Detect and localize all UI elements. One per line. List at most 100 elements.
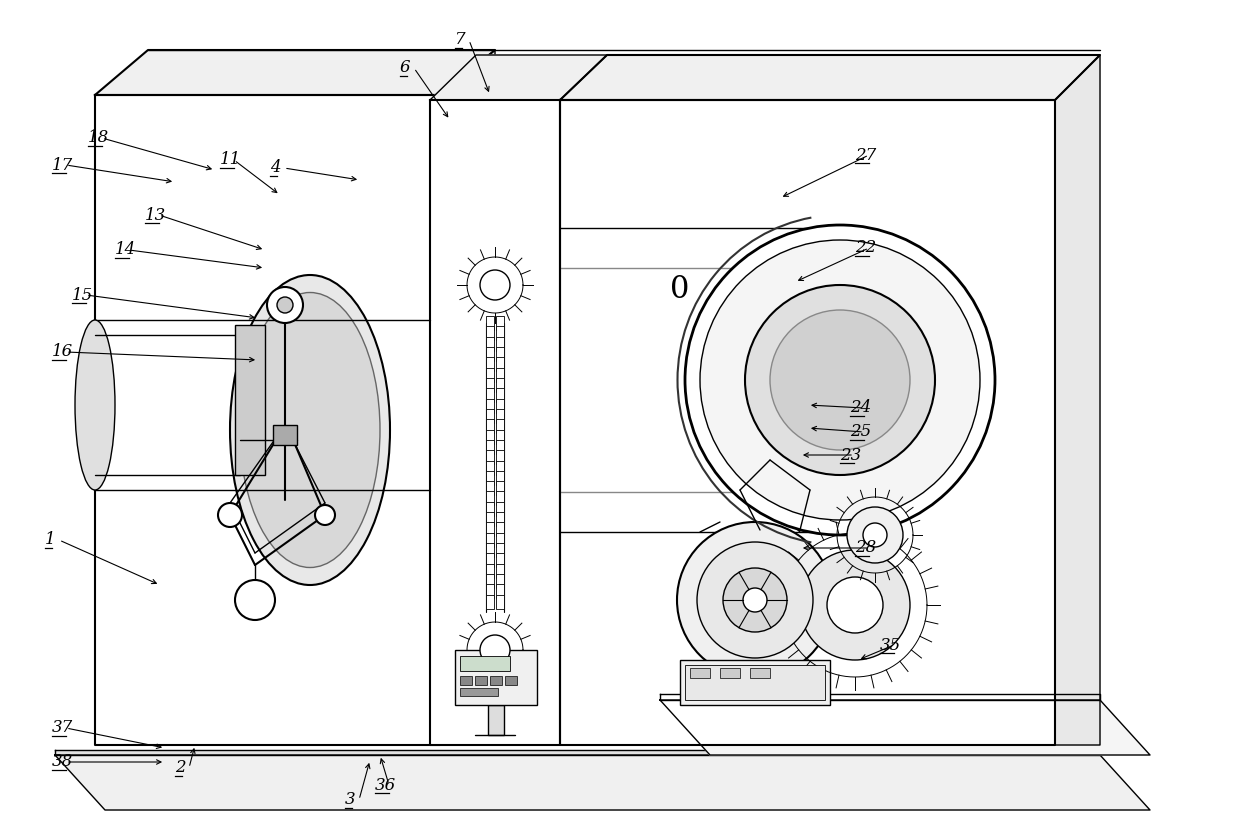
Bar [496, 450, 503, 464]
Bar [486, 481, 494, 495]
Bar [486, 429, 494, 443]
Circle shape [723, 568, 787, 632]
Bar [460, 676, 472, 685]
Bar [496, 460, 503, 474]
Bar [720, 668, 740, 678]
Polygon shape [660, 700, 1149, 755]
Circle shape [480, 270, 510, 300]
Bar [486, 554, 494, 568]
Text: 14: 14 [115, 241, 136, 259]
Bar [475, 676, 487, 685]
Bar [236, 325, 265, 475]
Circle shape [218, 503, 242, 527]
Bar [486, 471, 494, 485]
Bar [486, 357, 494, 372]
Bar [496, 481, 503, 495]
Polygon shape [560, 55, 1100, 100]
Bar [496, 471, 503, 485]
Bar [496, 512, 503, 526]
Bar [496, 574, 503, 588]
Bar [496, 419, 503, 433]
Circle shape [827, 577, 883, 633]
Circle shape [701, 240, 980, 520]
Bar [273, 425, 298, 445]
Polygon shape [95, 95, 440, 745]
Bar [486, 419, 494, 433]
Text: 15: 15 [72, 286, 93, 303]
Bar [486, 347, 494, 361]
Polygon shape [440, 50, 495, 745]
Bar [486, 460, 494, 474]
Text: 16: 16 [52, 343, 73, 361]
Circle shape [267, 287, 303, 323]
Bar [455, 650, 537, 705]
Text: 25: 25 [849, 423, 872, 441]
Bar [490, 676, 502, 685]
Text: 36: 36 [374, 777, 397, 793]
Bar [486, 316, 494, 330]
Polygon shape [1055, 55, 1100, 745]
Polygon shape [430, 100, 560, 745]
Polygon shape [660, 694, 1100, 700]
Circle shape [800, 550, 910, 660]
Bar [486, 523, 494, 536]
Bar [684, 665, 825, 700]
Bar [496, 347, 503, 361]
Bar [496, 398, 503, 412]
Text: 35: 35 [880, 636, 901, 654]
Bar [689, 668, 711, 678]
Text: 2: 2 [175, 760, 186, 777]
Bar [486, 574, 494, 588]
Bar [486, 367, 494, 382]
Text: 24: 24 [849, 399, 872, 417]
Bar [489, 705, 503, 735]
Circle shape [743, 588, 768, 612]
Bar [496, 523, 503, 536]
Circle shape [236, 580, 275, 620]
Bar [496, 492, 503, 505]
Bar [486, 326, 494, 341]
Text: 27: 27 [856, 146, 877, 164]
Circle shape [697, 542, 813, 658]
Bar [486, 388, 494, 402]
Text: 1: 1 [45, 532, 56, 549]
Polygon shape [55, 755, 1149, 810]
Bar [486, 502, 494, 516]
Bar [496, 409, 503, 423]
Bar [486, 450, 494, 464]
Text: 28: 28 [856, 539, 877, 556]
Ellipse shape [241, 292, 379, 568]
Text: 7: 7 [455, 32, 466, 48]
Polygon shape [95, 50, 495, 95]
Text: 17: 17 [52, 156, 73, 174]
Bar [496, 326, 503, 341]
Bar [486, 543, 494, 557]
Bar [486, 337, 494, 351]
Bar [496, 584, 503, 599]
Polygon shape [430, 55, 608, 100]
Text: 11: 11 [219, 151, 242, 169]
Bar [486, 533, 494, 547]
Circle shape [277, 297, 293, 313]
Text: 23: 23 [839, 447, 862, 463]
Circle shape [745, 285, 935, 475]
Bar [486, 512, 494, 526]
Bar [496, 337, 503, 351]
Circle shape [315, 505, 335, 525]
Bar [496, 367, 503, 382]
Bar [496, 388, 503, 402]
Bar [505, 676, 517, 685]
Polygon shape [55, 750, 1100, 755]
Bar [496, 316, 503, 330]
Bar [486, 595, 494, 609]
Bar [496, 378, 503, 392]
Text: 38: 38 [52, 753, 73, 771]
Bar [486, 492, 494, 505]
Circle shape [677, 522, 833, 678]
Bar [496, 564, 503, 578]
Text: 22: 22 [856, 240, 877, 256]
Circle shape [863, 523, 887, 547]
Text: 18: 18 [88, 129, 109, 146]
Bar [486, 584, 494, 599]
Bar [496, 595, 503, 609]
